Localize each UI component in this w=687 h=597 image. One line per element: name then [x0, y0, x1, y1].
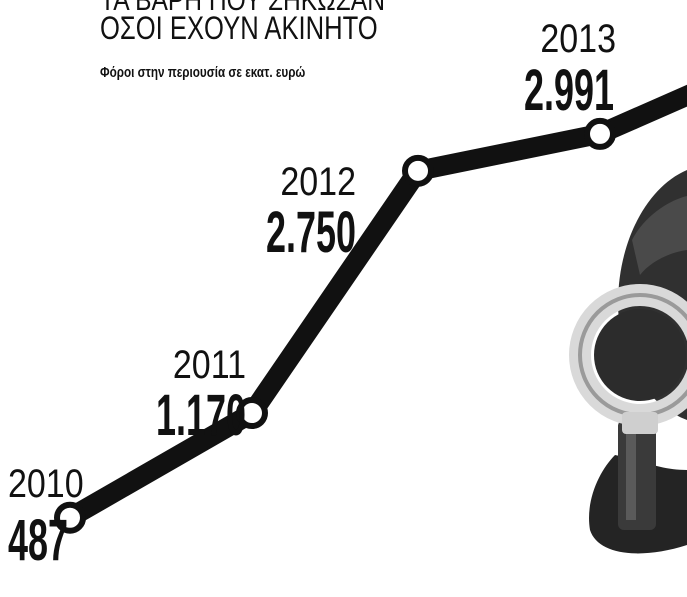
- chart-subtitle: Φόροι στην περιουσία σε εκατ. ευρώ: [100, 64, 306, 81]
- chart-title-line-2: ΟΣΟΙ ΕΧΟΥΝ ΑΚΙΝΗΤΟ: [100, 10, 378, 46]
- year-label-2011: 2011: [173, 341, 246, 386]
- magnifying-glass-icon: [569, 170, 687, 554]
- year-label-2012: 2012: [280, 158, 356, 203]
- data-point-marker-2013: [584, 117, 616, 150]
- value-label-2013: 2.991: [524, 58, 614, 123]
- year-label-2013: 2013: [540, 15, 616, 60]
- data-point-marker-2012: [402, 154, 434, 187]
- year-label-2010: 2010: [8, 460, 84, 505]
- value-label-2010: 487: [8, 508, 68, 573]
- chart-title-line-1: ΤΑ ΒΑΡΗ ΠΟΥ ΣΗΚΩΣΑΝ: [100, 0, 385, 17]
- value-label-2011: 1.170: [156, 383, 246, 448]
- value-label-2012: 2.750: [266, 200, 356, 265]
- data-point-marker-2011: [236, 397, 268, 430]
- data-point-marker-2010: [54, 501, 86, 534]
